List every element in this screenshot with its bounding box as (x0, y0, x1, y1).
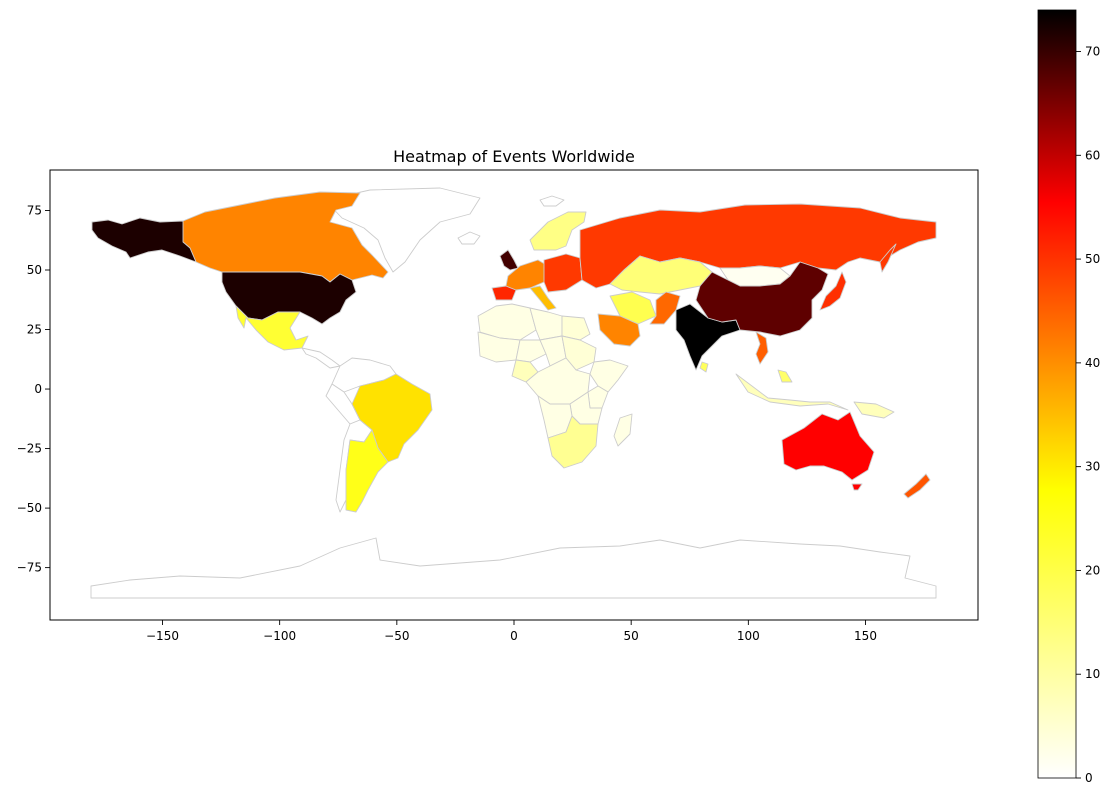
colorbar-tick-label: 0 (1085, 771, 1093, 785)
colorbar-tick-label: 20 (1085, 563, 1100, 577)
y-tick-label: 25 (27, 323, 42, 337)
region-spain (491, 285, 517, 301)
region-italy (529, 285, 557, 311)
x-tick-label: 50 (624, 629, 639, 643)
region-new-zealand (903, 473, 931, 499)
x-tick-label: 0 (510, 629, 518, 643)
region-horn-of-africa (589, 359, 629, 393)
region-libya (529, 307, 563, 341)
x-tick-label: −100 (263, 629, 296, 643)
y-tick-label: 75 (27, 203, 42, 217)
region-indonesia (735, 373, 849, 411)
y-tick-label: 0 (34, 382, 42, 396)
region-argentina (345, 429, 389, 513)
region-sri-lanka (699, 361, 709, 373)
region-central-america (301, 347, 341, 369)
region-iceland (457, 231, 481, 245)
region-greenland (324, 187, 481, 273)
y-axis: −75 −50 −25 0 25 50 75 (17, 203, 50, 575)
region-australia (781, 411, 875, 481)
region-scandinavia (529, 211, 587, 251)
x-tick-label: −150 (146, 629, 179, 643)
region-niger (515, 339, 547, 363)
y-tick-label: −75 (17, 561, 42, 575)
region-tasmania (851, 483, 863, 491)
region-philippines (777, 369, 793, 383)
region-mexico (235, 305, 309, 351)
region-united-kingdom (499, 249, 519, 271)
region-antarctica (90, 537, 937, 599)
region-new-guinea (853, 401, 895, 419)
y-tick-label: 50 (27, 263, 42, 277)
region-southern-africa (547, 415, 599, 469)
x-tick-label: 150 (854, 629, 877, 643)
region-egypt (561, 315, 591, 341)
colorbar-tick-label: 70 (1085, 45, 1100, 59)
colorbar-axis: 0 10 20 30 40 50 60 70 (1076, 45, 1100, 785)
region-pakistan (649, 291, 681, 325)
x-tick-label: 100 (737, 629, 760, 643)
colorbar-tick-label: 30 (1085, 460, 1100, 474)
region-canada (182, 191, 389, 283)
region-saudi-arabia (597, 313, 641, 347)
region-brazil (351, 373, 433, 463)
region-alaska (91, 217, 197, 263)
region-eastern-europe (543, 253, 583, 293)
y-tick-label: −25 (17, 442, 42, 456)
region-kamchatka (879, 243, 897, 273)
colorbar-tick-label: 60 (1085, 148, 1100, 162)
region-japan (819, 271, 847, 311)
colorbar-tick-label: 40 (1085, 356, 1100, 370)
colorbar-frame (1037, 9, 1077, 779)
region-svalbard (539, 195, 565, 207)
region-china (695, 261, 829, 337)
x-axis: −150 −100 −50 0 50 100 150 (146, 620, 877, 643)
map-layer (90, 187, 937, 599)
y-tick-label: −50 (17, 501, 42, 515)
colorbar (1038, 10, 1076, 778)
chart-title: Heatmap of Events Worldwide (393, 147, 635, 166)
colorbar-tick-label: 50 (1085, 252, 1100, 266)
x-tick-label: −50 (384, 629, 409, 643)
region-madagascar (613, 413, 633, 447)
colorbar-tick-label: 10 (1085, 667, 1100, 681)
region-vietnam (755, 331, 769, 365)
